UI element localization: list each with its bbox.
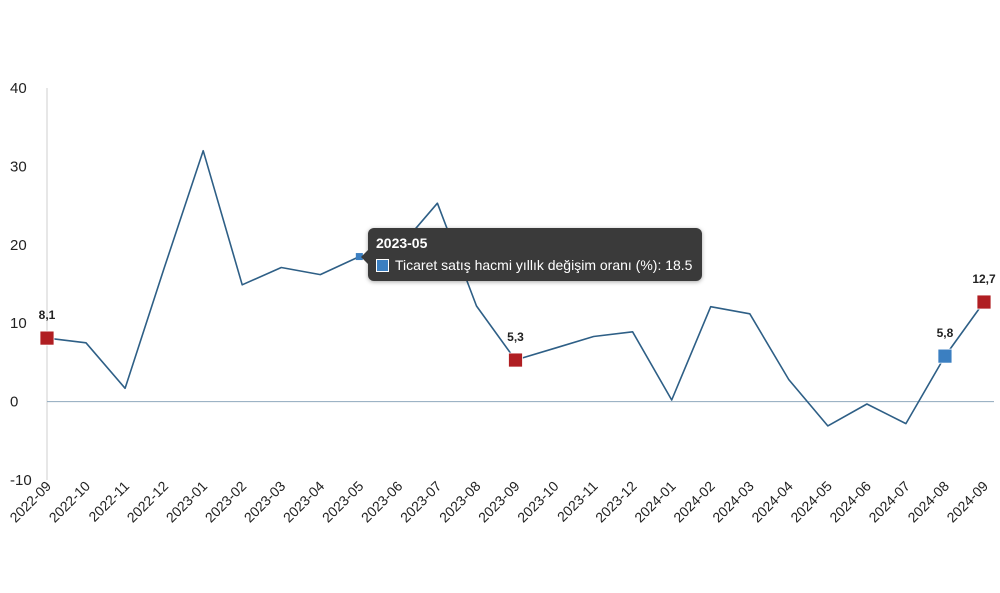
x-tick-label: 2024-03	[709, 478, 757, 526]
y-tick-label: -10	[10, 472, 32, 489]
data-point-marker	[937, 348, 953, 364]
x-tick-label: 2024-06	[826, 478, 874, 526]
x-tick-label: 2024-05	[787, 478, 835, 526]
data-point-marker	[976, 294, 992, 310]
x-tick-label: 2022-10	[46, 478, 94, 526]
tooltip-text: Ticaret satış hacmi yıllık değişim oranı…	[395, 257, 693, 273]
y-tick-label: 40	[10, 80, 27, 97]
data-point-marker	[39, 330, 55, 346]
data-label: 8,1	[39, 308, 56, 322]
data-label: 5,8	[937, 326, 954, 340]
x-tick-label: 2022-11	[85, 478, 132, 525]
x-tick-label: 2023-07	[397, 478, 445, 526]
hover-point-marker	[355, 253, 363, 261]
x-tick-label: 2024-07	[865, 478, 913, 526]
tooltip-arrow	[361, 250, 368, 264]
x-tick-label: 2023-01	[163, 478, 211, 526]
data-point-marker	[508, 352, 523, 368]
x-tick-label: 2024-09	[943, 478, 991, 526]
data-label: 12,7	[972, 272, 996, 286]
x-tick-label: 2023-11	[554, 478, 601, 525]
x-tick-label: 2023-05	[319, 478, 367, 526]
tooltip-body: Ticaret satış hacmi yıllık değişim oranı…	[376, 257, 692, 273]
y-tick-label: 10	[10, 315, 27, 332]
x-tick-label: 2024-02	[670, 478, 718, 526]
x-tick-label: 2023-08	[436, 478, 484, 526]
x-tick-label: 2023-03	[241, 478, 289, 526]
x-tick-label: 2023-04	[280, 478, 328, 526]
tooltip-title: 2023-05	[376, 235, 428, 251]
data-label: 5,3	[507, 330, 524, 344]
series-line	[46, 149, 985, 427]
x-tick-label: 2023-09	[475, 478, 523, 526]
x-tick-label: 2022-12	[124, 478, 172, 526]
chart-tooltip: 2023-05 Ticaret satış hacmi yıllık değiş…	[361, 228, 703, 281]
y-tick-label: 20	[10, 237, 27, 254]
x-tick-label: 2024-04	[748, 478, 796, 526]
tooltip-series-swatch	[376, 258, 389, 272]
x-tick-label: 2024-08	[904, 478, 952, 526]
x-tick-label: 2023-06	[358, 478, 406, 526]
x-tick-label: 2023-10	[514, 478, 562, 526]
x-tick-label: 2023-02	[202, 478, 250, 526]
y-tick-label: 30	[10, 158, 27, 175]
y-tick-label: 0	[10, 394, 18, 411]
x-tick-label: 2024-01	[631, 478, 679, 526]
x-tick-label: 2023-12	[592, 478, 640, 526]
